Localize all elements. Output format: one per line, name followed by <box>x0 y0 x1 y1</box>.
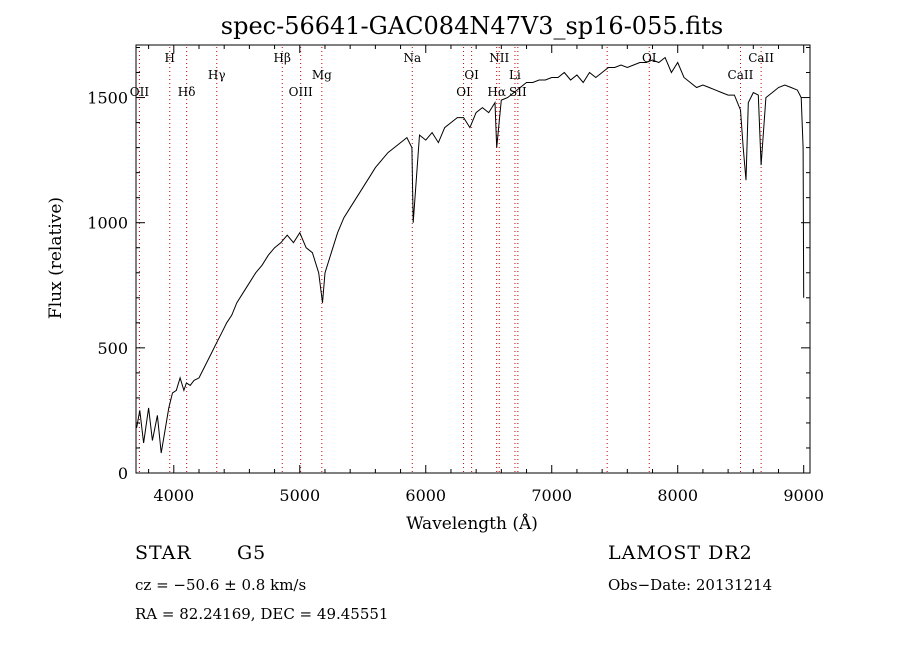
x-tick-label: 8000 <box>657 486 698 505</box>
x-tick-label: 4000 <box>153 486 194 505</box>
object-class: STAR <box>135 542 192 564</box>
x-tick-label: 7000 <box>531 486 572 505</box>
x-tick-label: 5000 <box>279 486 320 505</box>
spectral-line-label: Hα <box>487 85 506 99</box>
x-axis-label: Wavelength (Å) <box>406 513 538 534</box>
redshift-cz: cz = −50.6 ± 0.8 km/s <box>135 576 307 594</box>
coordinates: RA = 82.24169, DEC = 49.45551 <box>135 605 389 623</box>
chart-title: spec-56641-GAC084N47V3_sp16-055.fits <box>221 12 723 40</box>
spectral-line-label: CaII <box>748 51 774 65</box>
spectral-line-label: Na <box>403 51 421 65</box>
spectral-line-label: Li <box>509 68 521 82</box>
x-tick-label: 6000 <box>405 486 446 505</box>
spectral-line-label: Hβ <box>274 51 291 65</box>
spectral-line-label: OI <box>642 51 657 65</box>
spectral-line-label: OI <box>464 68 479 82</box>
spectral-line-label: CaII <box>728 68 754 82</box>
spectral-line-label: H <box>165 51 175 65</box>
spectral-line-label: OII <box>130 85 150 99</box>
spectral-line-label: OI <box>456 85 471 99</box>
axis-ticks: 4000 5000 6000 7000 8000 9000 0 500 1000 1500 <box>87 45 824 505</box>
spectral-line-label: Hγ <box>208 68 226 82</box>
spectral-line-label: Hδ <box>178 85 196 99</box>
spectral-line-label: OIII <box>289 85 313 99</box>
spectral-line-label: SII <box>509 85 527 99</box>
observation-date: Obs−Date: 20131214 <box>608 576 773 594</box>
plot-frame <box>135 44 811 474</box>
spectrum-series-line <box>136 56 805 454</box>
y-tick-label: 1500 <box>87 89 128 108</box>
spectral-line-label: Mg <box>312 68 332 82</box>
object-subclass: G5 <box>237 542 267 564</box>
survey-name: LAMOST DR2 <box>608 542 753 564</box>
spectral-line-label: NII <box>489 51 509 65</box>
y-tick-label: 0 <box>118 464 128 483</box>
y-axis-label: Flux (relative) <box>46 197 66 319</box>
y-tick-label: 1000 <box>87 214 128 233</box>
x-tick-label: 9000 <box>783 486 824 505</box>
y-tick-label: 500 <box>97 339 128 358</box>
